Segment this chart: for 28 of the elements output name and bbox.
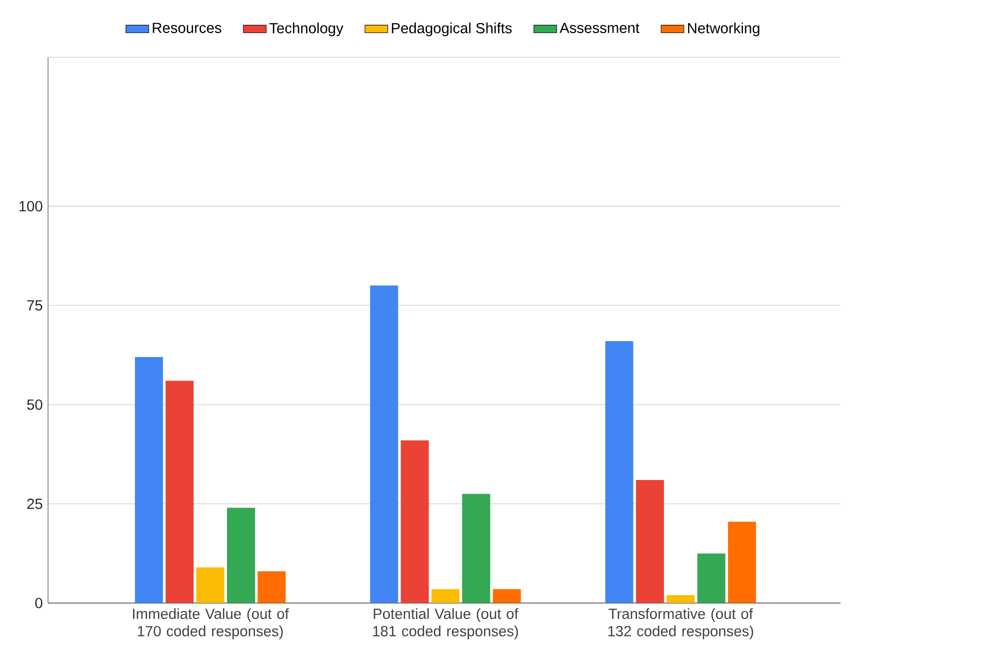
bar (462, 494, 490, 603)
bar (226, 508, 255, 603)
legend-label: Pedagogical Shifts (392, 22, 512, 36)
bar (697, 553, 726, 603)
bar (666, 594, 695, 603)
y-tick-label: 0 (35, 598, 42, 608)
bar (728, 521, 756, 603)
bar (636, 480, 664, 603)
bar (166, 380, 194, 603)
bar (258, 571, 286, 603)
y-tick-label: 25 (27, 498, 42, 509)
bar (134, 356, 163, 603)
legend-label: Assessment (560, 22, 640, 33)
bar (431, 588, 460, 603)
x-tick-label: Immediate Value (out of 170 coded responses) (133, 608, 289, 640)
bar (400, 440, 429, 603)
bar (370, 285, 398, 603)
legend-label: Networking (688, 22, 760, 36)
legend-label: Resources (152, 22, 222, 33)
y-tick-label: 100 (20, 200, 42, 212)
y-tick-label: 50 (27, 399, 42, 410)
bar (492, 588, 521, 603)
legend-label: Technology (269, 22, 344, 36)
bar (605, 340, 634, 603)
x-tick-label: Potential Value (out of 181 coded responses) (373, 608, 518, 640)
y-tick-label: 75 (27, 300, 42, 310)
x-tick-label: Transformative (out of 132 coded responses) (608, 608, 754, 640)
bar (196, 567, 224, 603)
